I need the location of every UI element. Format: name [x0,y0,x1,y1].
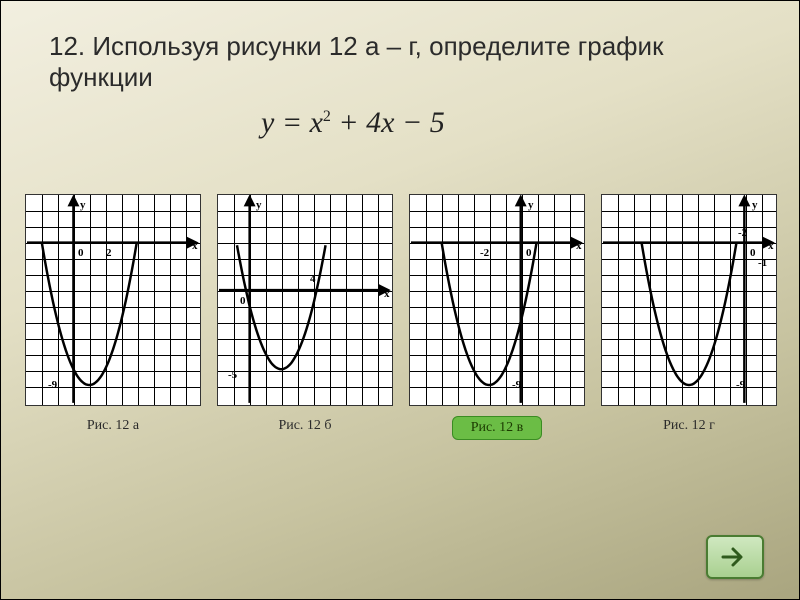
chart-canvas-b: y x 0 4 -5 [217,194,393,406]
chart-canvas-d: y x0-2 -1 -9 [601,194,777,406]
next-button[interactable] [706,535,764,579]
charts-row: yx02-9Рис. 12 аyx04-5Рис. 12 бyx0-2-9Рис… [25,194,777,440]
formula-x2: x [381,106,394,139]
chart-canvas-a: y x 0 2 -9 [25,194,201,406]
chart-b[interactable]: y x 0 4 -5 Рис. 12 б [217,194,393,440]
axis-label: x [768,240,774,252]
formula-sup: 2 [323,108,331,125]
axis-label: y [80,199,86,211]
axis-label: x [576,240,582,252]
formula-x1: x [310,106,323,139]
axis-label: 0 [240,295,246,307]
chart-c[interactable]: y x 0 -2 -9 Рис. 12 в [409,194,585,440]
axis-label: y [752,199,758,211]
question-heading: 12. Используя рисунки 12 а – г, определи… [49,31,749,93]
axis-label: -2 [738,227,747,239]
chart-caption-b: Рис. 12 б [270,416,339,436]
axis-label: y [256,199,262,211]
axis-label: -5 [228,369,237,381]
formula-eq: = [274,106,309,139]
next-arrow-icon [721,545,749,569]
formula-plus: + 4 [331,106,381,139]
chart-caption-d: Рис. 12 г [655,416,723,436]
formula: y = x2 + 4x − 5 [261,106,445,140]
axis-label: x [192,240,198,252]
axis-label: -9 [48,379,57,391]
axis-label: 0 [750,247,756,259]
axis-label: 0 [78,247,84,259]
chart-a[interactable]: y x 0 2 -9 Рис. 12 а [25,194,201,440]
axis-label: -9 [736,379,745,391]
axis-label: 0 [526,247,532,259]
chart-caption-a: Рис. 12 а [79,416,147,436]
formula-y: y [261,106,274,139]
axis-label: 4 [310,273,316,285]
axis-label: -2 [480,247,489,259]
axis-label: -1 [758,257,767,269]
axis-label: 2 [106,247,112,259]
formula-minus: − 5 [394,106,444,139]
chart-canvas-c: y x 0 -2 -9 [409,194,585,406]
axis-label: y [528,199,534,211]
axis-label: -9 [512,379,521,391]
chart-caption-c[interactable]: Рис. 12 в [452,416,543,440]
chart-d[interactable]: y x0-2 -1 -9 Рис. 12 г [601,194,777,440]
axis-label: x [384,288,390,300]
slide: 12. Используя рисунки 12 а – г, определи… [0,0,800,600]
